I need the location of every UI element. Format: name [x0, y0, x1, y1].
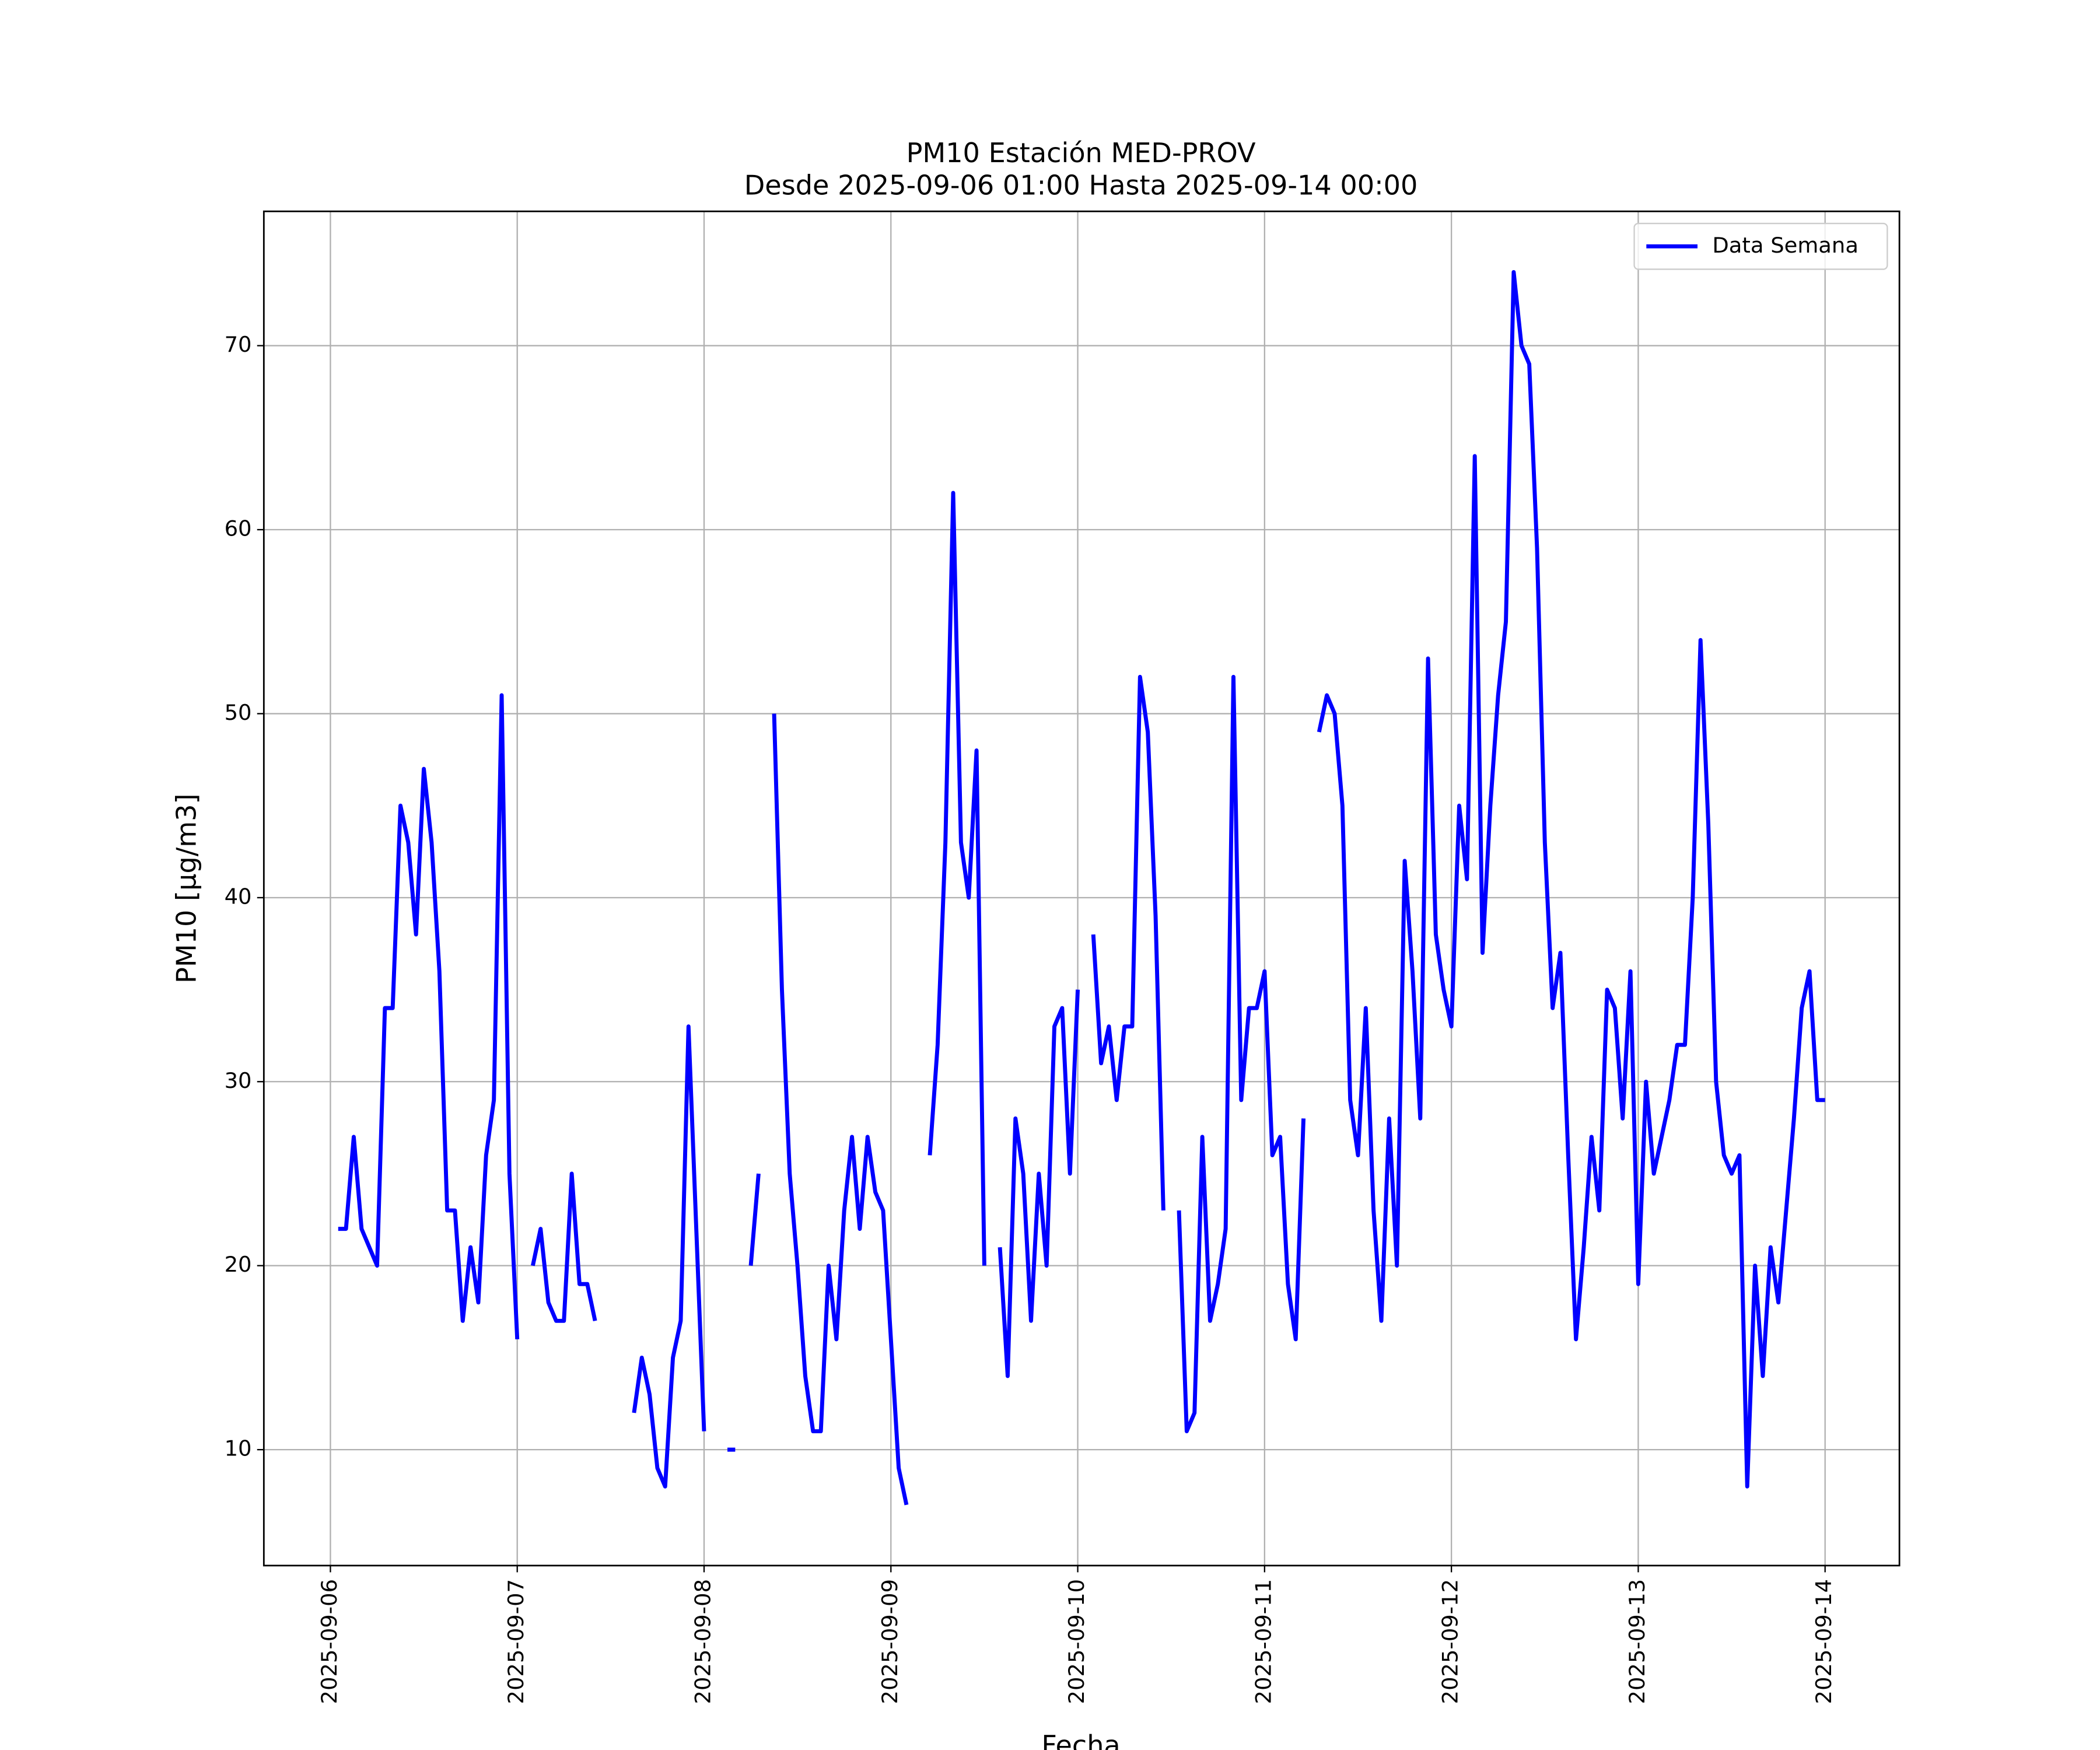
data-line	[338, 270, 1825, 1506]
x-tick-label: 2025-09-06	[317, 1579, 342, 1704]
chart-subtitle: Desde 2025-09-06 01:00 Hasta 2025-09-14 …	[744, 169, 1418, 201]
chart-title: PM10 Estación MED-PROV	[907, 137, 1256, 169]
plot-frame	[262, 210, 1901, 1567]
y-tick-label: 30	[225, 1068, 252, 1093]
y-tick-label: 10	[225, 1436, 252, 1461]
x-tick-label: 2025-09-14	[1811, 1579, 1836, 1704]
legend-label: Data Semana	[1712, 233, 1859, 258]
x-tick-label: 2025-09-09	[877, 1579, 902, 1704]
y-tick-label: 20	[225, 1252, 252, 1277]
x-tick-label: 2025-09-10	[1064, 1579, 1089, 1704]
y-axis-label: PM10 [μg/m3]	[171, 793, 202, 984]
x-tick-label: 2025-09-13	[1625, 1579, 1650, 1704]
x-tick-label: 2025-09-08	[690, 1579, 715, 1704]
x-tick-label: 2025-09-11	[1251, 1579, 1276, 1704]
y-tick-label: 50	[225, 700, 252, 725]
x-axis-label: Fecha	[1041, 1730, 1120, 1750]
y-tick-label: 70	[225, 332, 252, 357]
y-tick-label: 40	[225, 884, 252, 909]
x-tick-label: 2025-09-07	[503, 1579, 528, 1704]
legend-box	[1633, 222, 1888, 270]
x-tick-label: 2025-09-12	[1438, 1579, 1463, 1704]
y-tick-label: 60	[225, 516, 252, 541]
